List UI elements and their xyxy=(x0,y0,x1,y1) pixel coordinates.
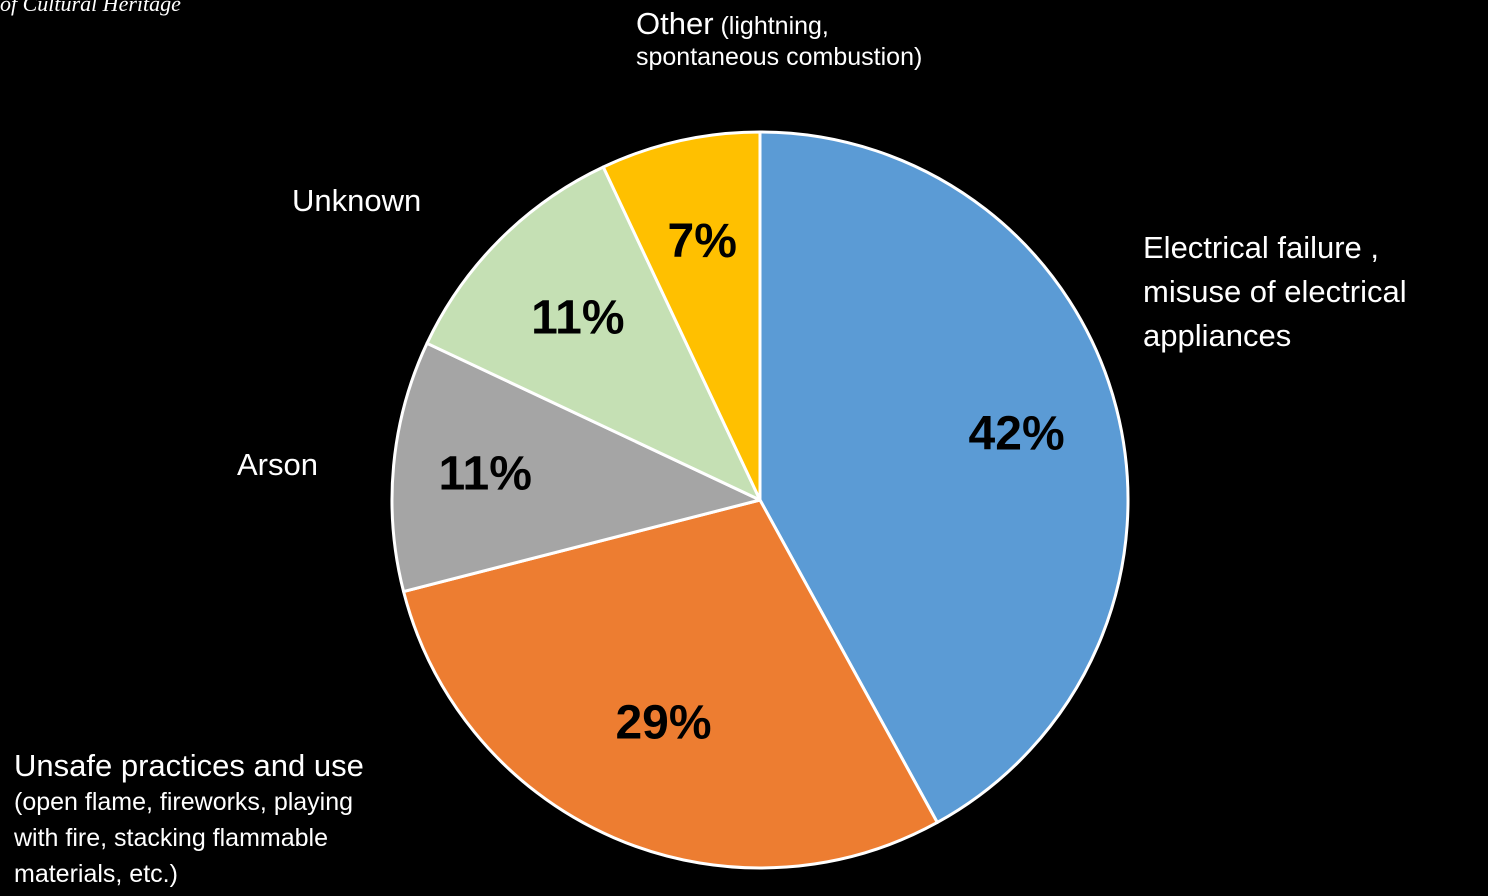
label-other-sub-2: spontaneous combustion) xyxy=(636,43,923,71)
label-electrical-line-3: appliances xyxy=(1143,318,1292,353)
pie-value-label-5: 7% xyxy=(668,215,737,268)
pie-slice-1 xyxy=(758,130,1130,824)
label-unsafe-sub-2: with fire, stacking flammable xyxy=(14,824,329,852)
label-unsafe-sub-1: (open flame, fireworks, playing xyxy=(14,788,354,816)
label-other: Other (lightning, spontaneous combustion… xyxy=(636,6,922,73)
pie-slice-5 xyxy=(601,130,762,502)
label-unknown: Unknown xyxy=(292,183,422,218)
pie-value-labels: 42% 29% 11% 11% 7% xyxy=(438,215,1064,750)
pie-slice-3 xyxy=(390,341,762,594)
pie-value-label-2: 29% xyxy=(615,696,711,749)
label-other-main: Other xyxy=(636,6,714,41)
pie-slice-4 xyxy=(425,165,762,502)
label-electrical-line-2: misuse of electrical xyxy=(1143,274,1407,309)
label-electrical-line-1: Electrical failure , xyxy=(1143,230,1380,265)
pie-value-label-4: 11% xyxy=(531,291,624,344)
label-unsafe-main: Unsafe practices and use xyxy=(14,748,364,783)
pie-value-label-3: 11% xyxy=(438,448,531,501)
pie-slices xyxy=(390,130,1130,870)
label-arson: Arson xyxy=(237,447,318,482)
pie-slice-2 xyxy=(402,498,939,870)
header-fragment: of Cultural Heritage xyxy=(0,0,181,16)
label-unsafe-sub-3: materials, etc.) xyxy=(14,860,178,888)
label-electrical: Electrical failure , misuse of electrica… xyxy=(1143,226,1407,358)
pie-value-label-1: 42% xyxy=(969,408,1065,461)
label-other-sub-1: (lightning, xyxy=(713,12,829,40)
label-unsafe: Unsafe practices and use (open flame, fi… xyxy=(14,748,364,892)
